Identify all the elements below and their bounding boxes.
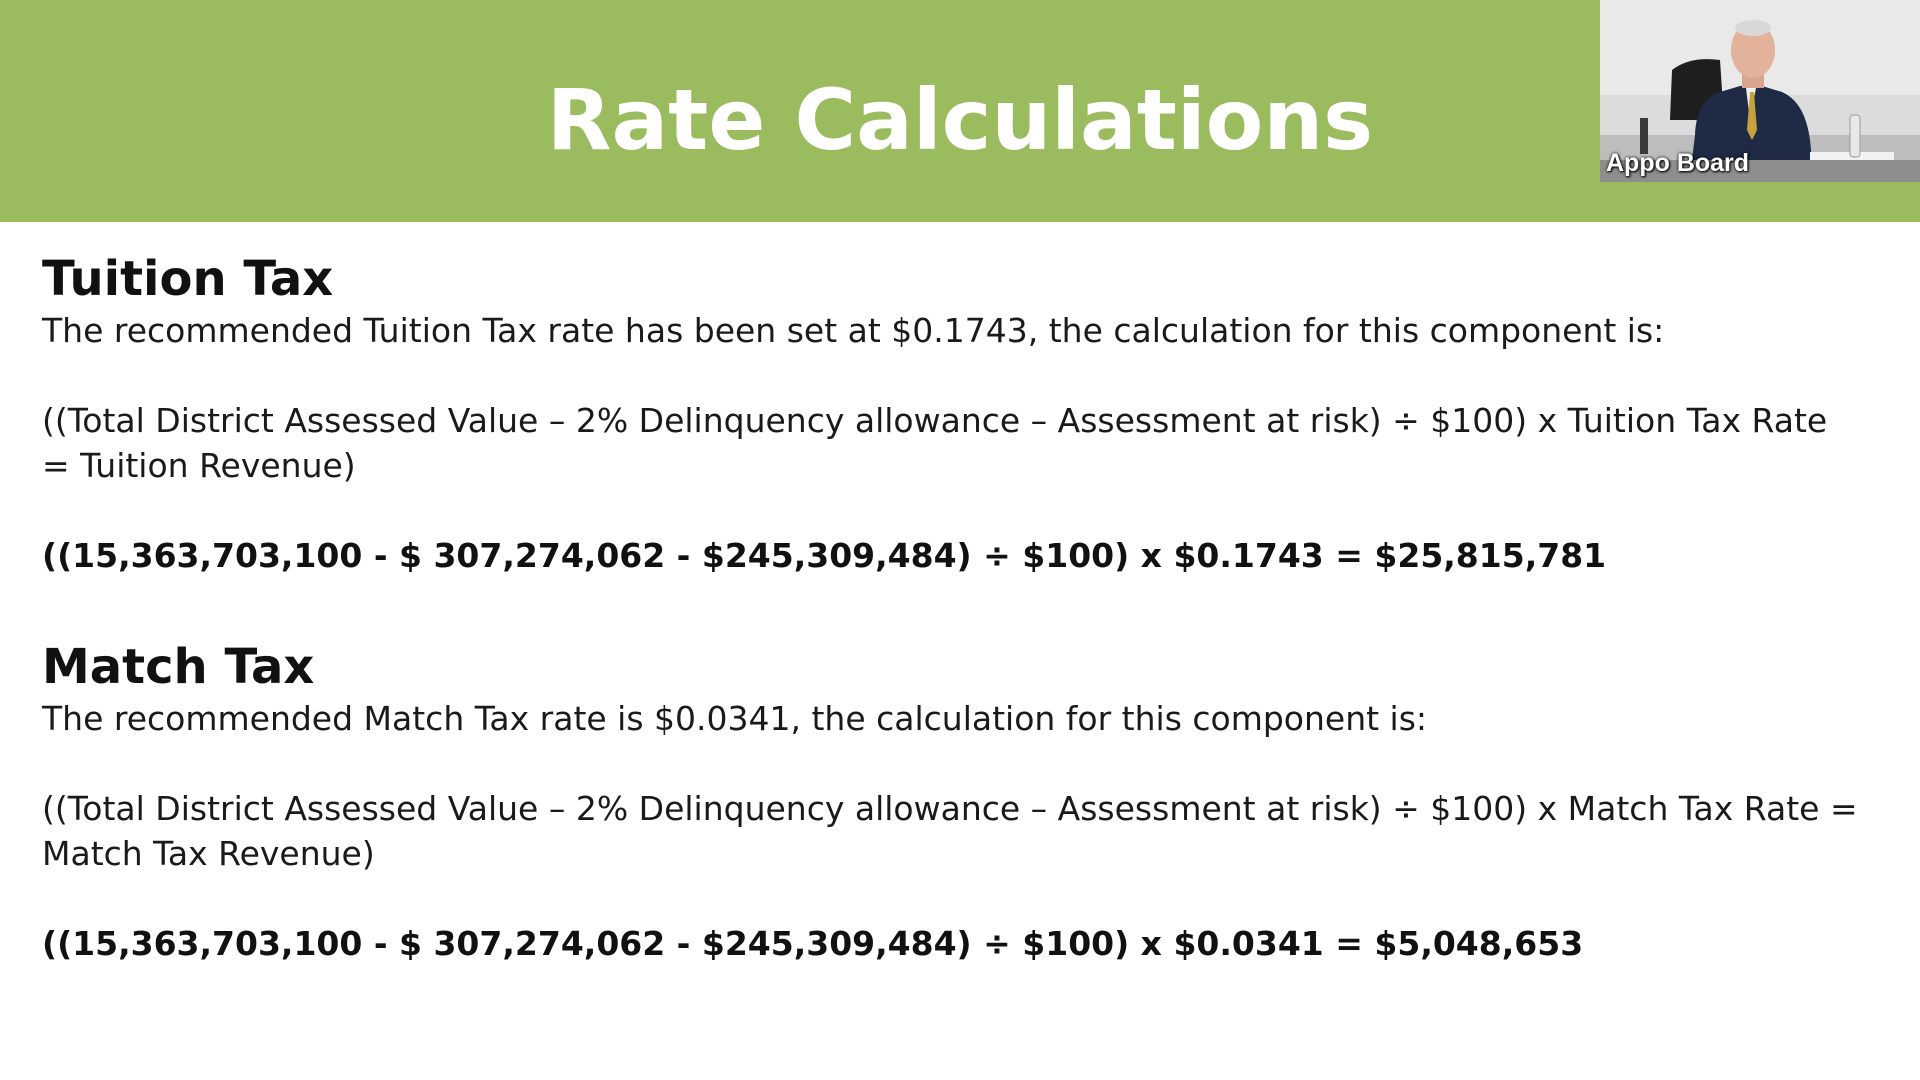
- match-tax-calculation: ((15,363,703,100 - $ 307,274,062 - $245,…: [42, 924, 1584, 963]
- match-tax-heading: Match Tax: [42, 639, 315, 695]
- tuition-tax-intro: The recommended Tuition Tax rate has bee…: [42, 311, 1665, 350]
- tuition-tax-calculation: ((15,363,703,100 - $ 307,274,062 - $245,…: [42, 536, 1607, 575]
- tuition-tax-formula: ((Total District Assessed Value – 2% Del…: [42, 401, 1828, 485]
- match-tax-section: Match Tax The recommended Match Tax rate…: [42, 638, 1862, 966]
- participant-video-image: [1600, 0, 1920, 182]
- match-tax-formula: ((Total District Assessed Value – 2% Del…: [42, 789, 1858, 873]
- tuition-tax-heading: Tuition Tax: [42, 251, 334, 307]
- match-tax-intro: The recommended Match Tax rate is $0.034…: [42, 699, 1428, 738]
- tuition-tax-section: Tuition Tax The recommended Tuition Tax …: [42, 250, 1862, 578]
- participant-name-label: Appo Board: [1606, 149, 1750, 177]
- participant-video-tile[interactable]: Appo Board: [1600, 0, 1920, 182]
- slide-content: Tuition Tax The recommended Tuition Tax …: [42, 250, 1862, 966]
- slide-title: Rate Calculations: [546, 71, 1374, 169]
